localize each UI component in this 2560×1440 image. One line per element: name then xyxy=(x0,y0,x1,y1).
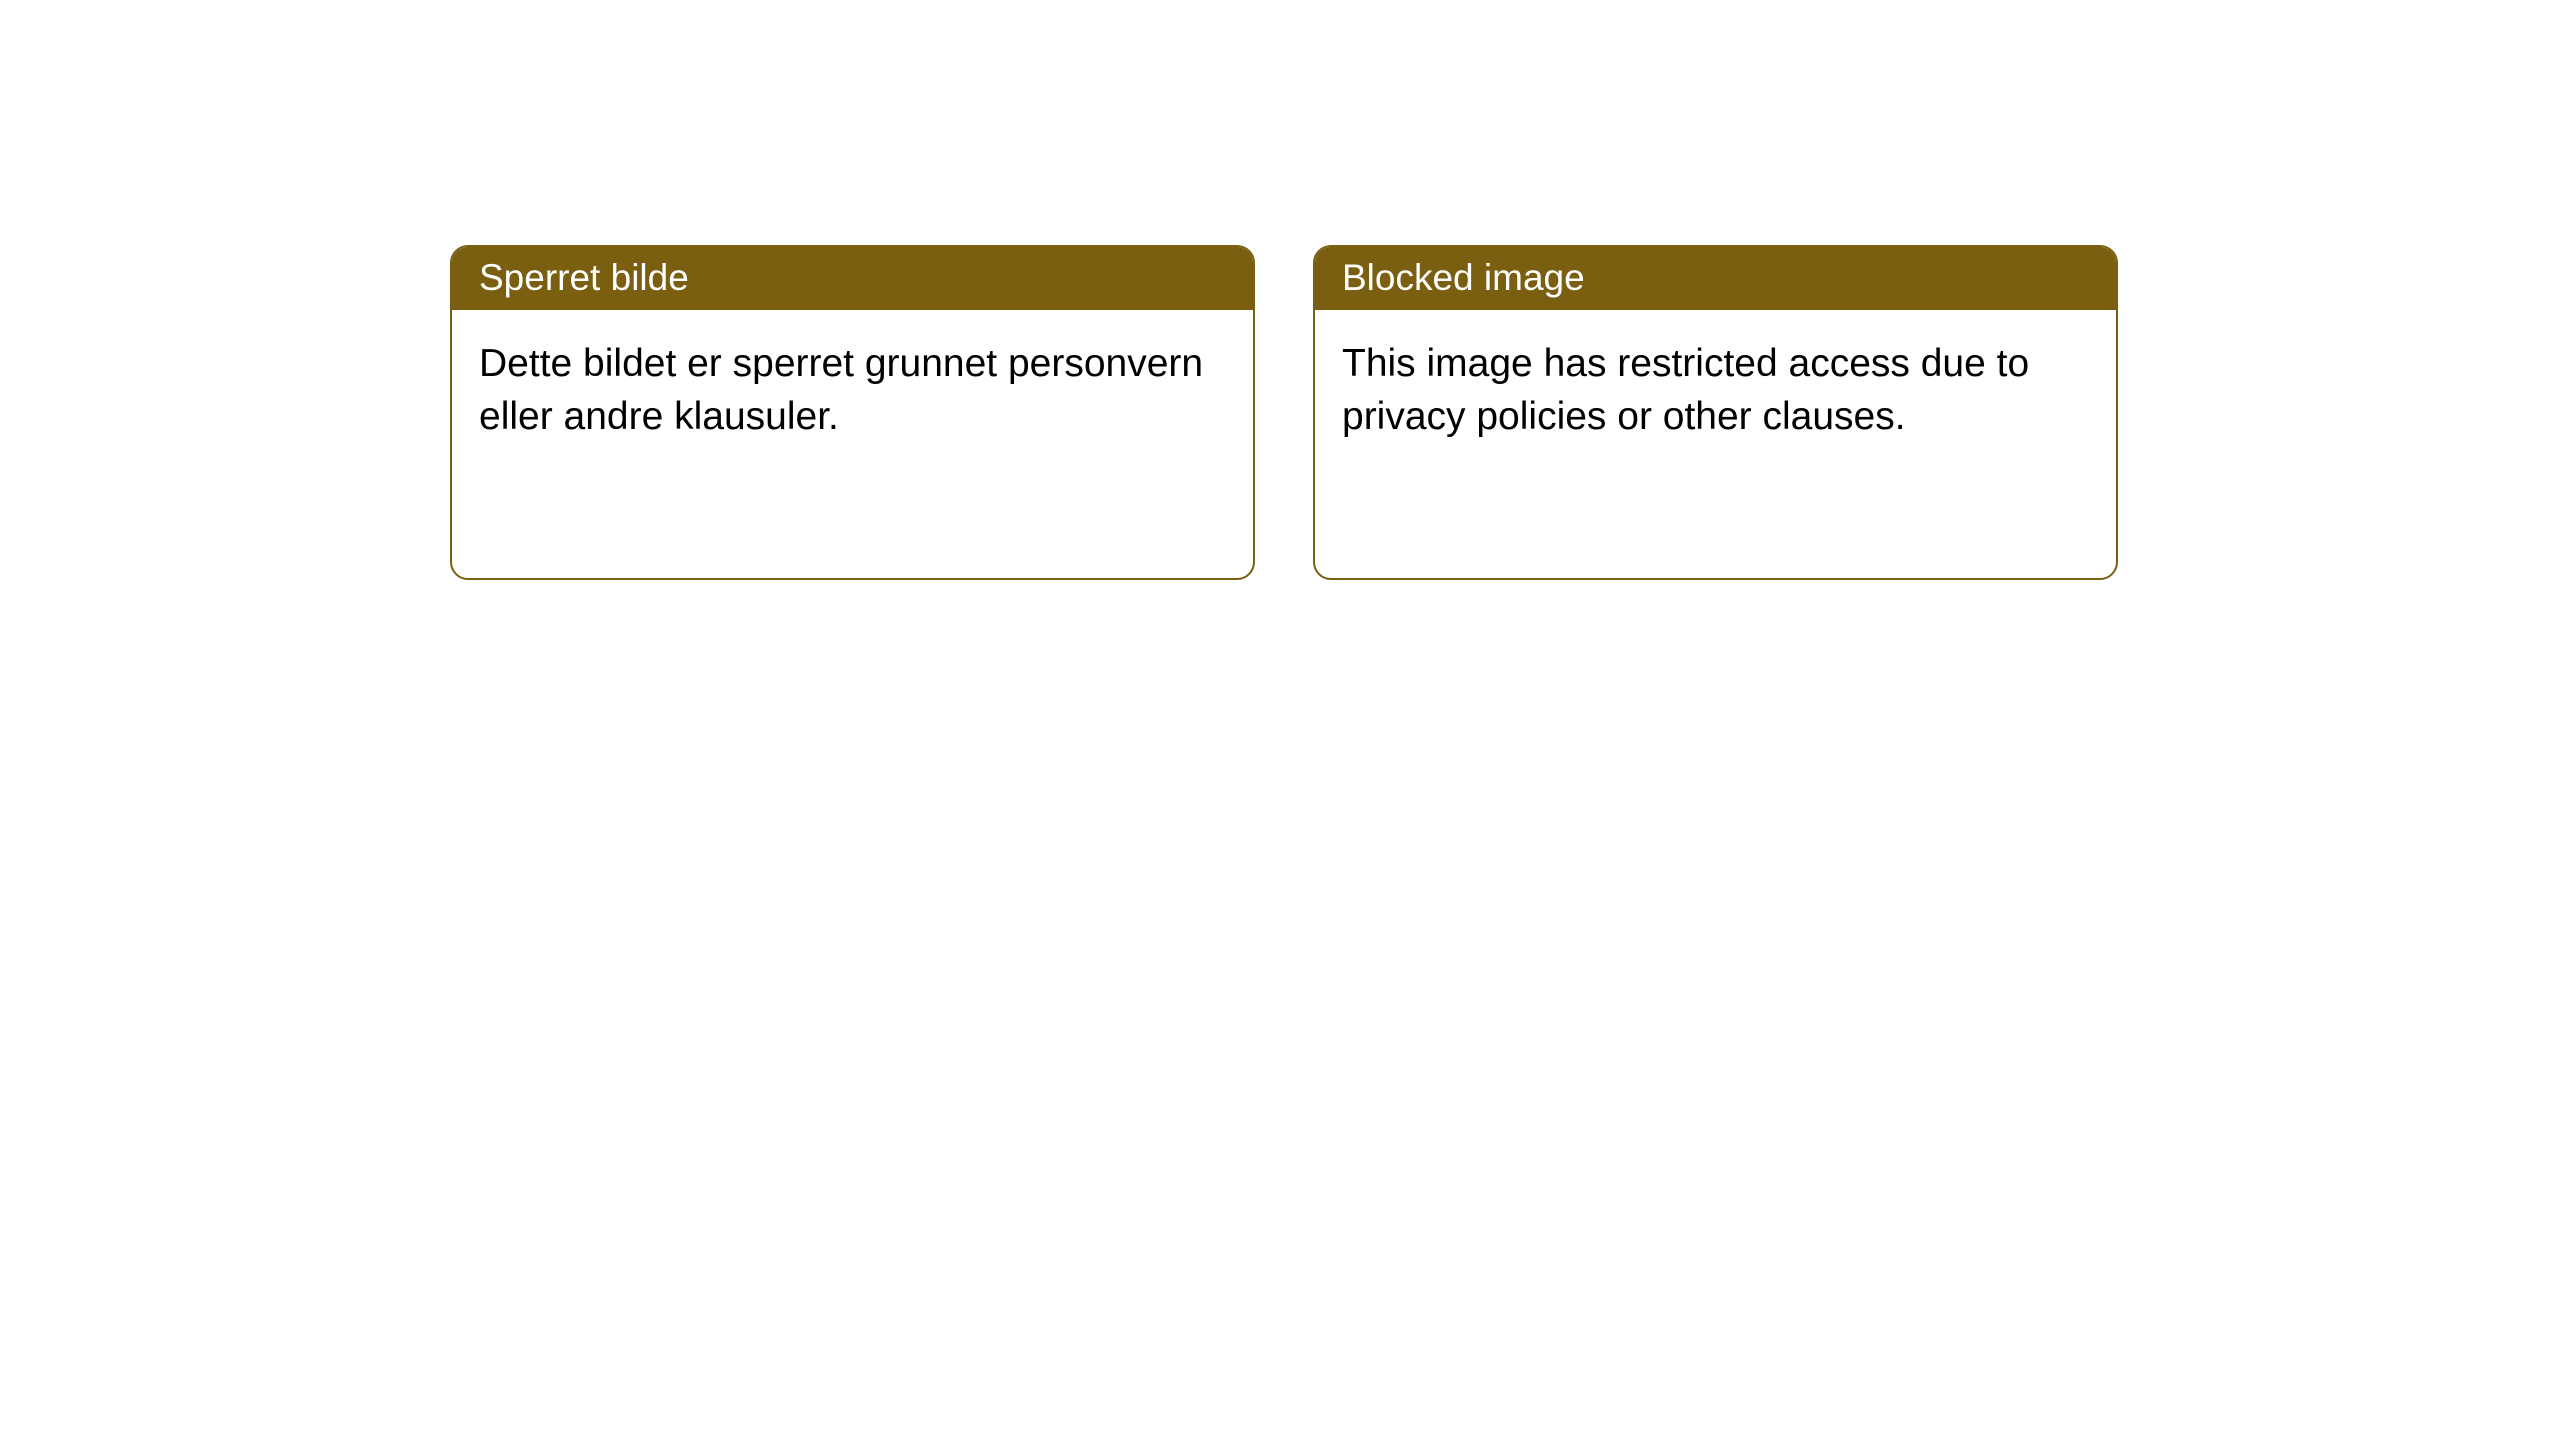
notice-card-english: Blocked image This image has restricted … xyxy=(1313,245,2118,580)
notice-card-norwegian: Sperret bilde Dette bildet er sperret gr… xyxy=(450,245,1255,580)
notice-title: Blocked image xyxy=(1315,247,2116,310)
notice-body: Dette bildet er sperret grunnet personve… xyxy=(452,310,1253,471)
notice-container: Sperret bilde Dette bildet er sperret gr… xyxy=(0,0,2560,580)
notice-title: Sperret bilde xyxy=(452,247,1253,310)
notice-body: This image has restricted access due to … xyxy=(1315,310,2116,471)
